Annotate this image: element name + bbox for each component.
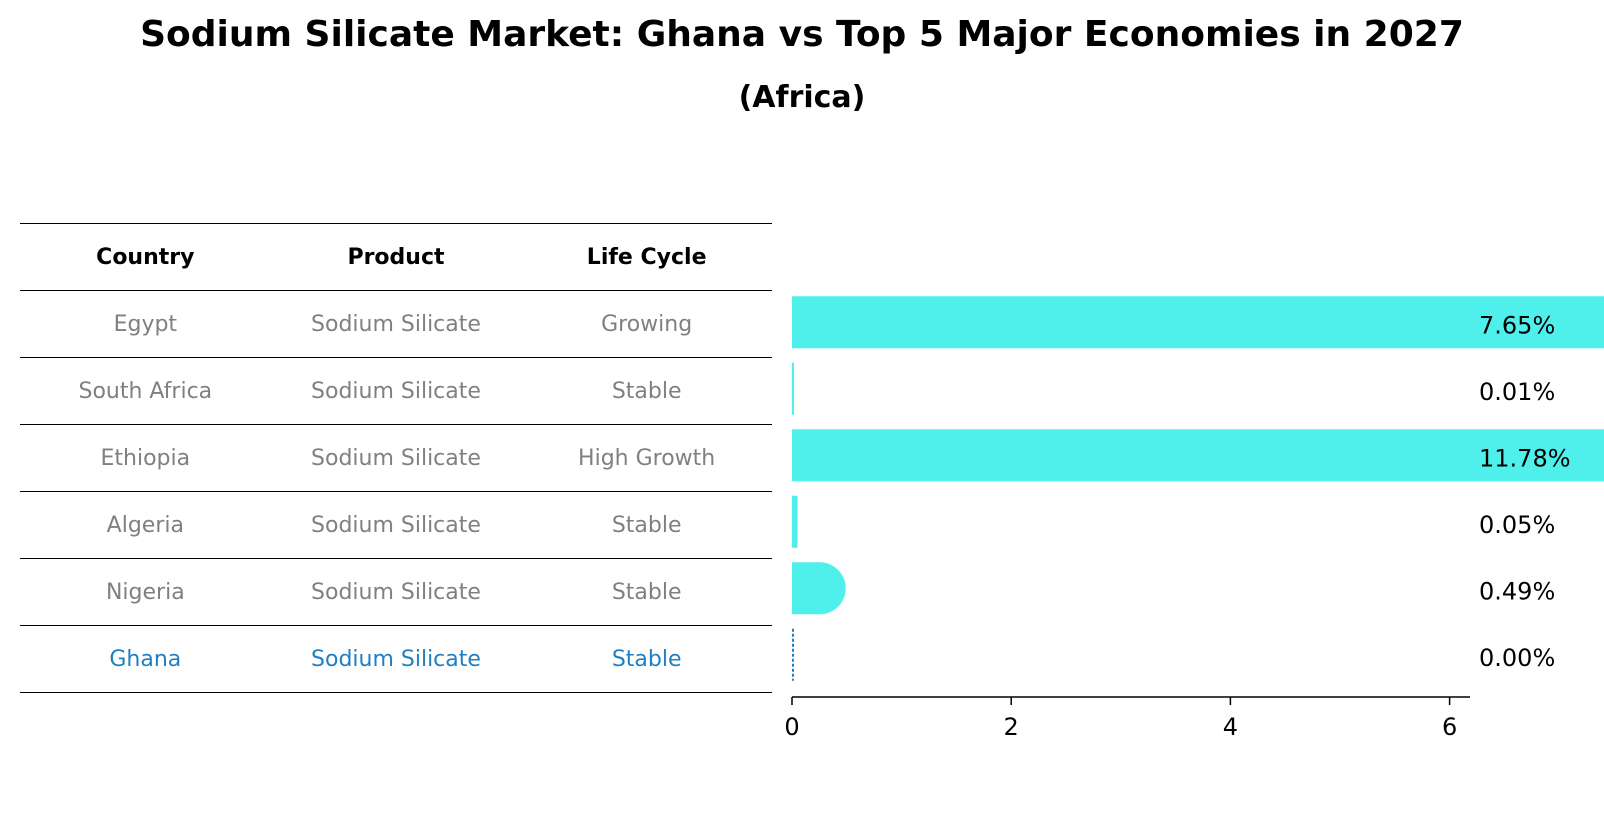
cell-life-cycle: Stable [521,491,772,559]
header-life-cycle: Life Cycle [521,223,772,291]
cell-life-cycle: Stable [521,558,772,626]
bar-south-africa [792,362,794,415]
x-tick-label: 2 [1004,713,1019,741]
cell-life-cycle: Stable [521,625,772,693]
table-row: South Africa Sodium Silicate Stable [20,357,772,425]
cell-country: South Africa [20,357,271,425]
table-row: Egypt Sodium Silicate Growing [20,290,772,358]
bar-nigeria [792,562,846,615]
cell-country: Algeria [20,491,271,559]
cell-life-cycle: Growing [521,290,772,358]
data-label-algeria: 0.05% [1479,511,1555,539]
x-tick-label: 0 [784,713,799,741]
cell-product: Sodium Silicate [270,625,522,693]
cell-product: Sodium Silicate [270,424,522,492]
header-product: Product [270,223,522,291]
cell-life-cycle: High Growth [521,424,772,492]
data-label-nigeria: 0.49% [1479,577,1555,605]
bar-egypt [792,296,1604,349]
cell-product: Sodium Silicate [270,357,522,425]
data-label-ghana: 0.00% [1479,644,1555,672]
table-header-row: Country Product Life Cycle [20,223,772,291]
table-row: Ethiopia Sodium Silicate High Growth [20,424,772,492]
cell-life-cycle: Stable [521,357,772,425]
cell-country: Nigeria [20,558,271,626]
header-country: Country [20,223,271,291]
cell-product: Sodium Silicate [270,558,522,626]
chart-title: Sodium Silicate Market: Ghana vs Top 5 M… [140,14,1464,55]
data-label-ethiopia: 11.78% [1479,444,1571,472]
cell-country: Ghana [20,625,271,693]
x-tick-label: 6 [1442,713,1457,741]
market-table: Country Product Life Cycle Egypt Sodium … [20,223,772,693]
cell-country: Egypt [20,290,271,358]
cell-country: Ethiopia [20,424,271,492]
bar-ethiopia [792,429,1604,482]
table-row: Algeria Sodium Silicate Stable [20,491,772,559]
data-label-egypt: 7.65% [1479,311,1555,339]
table-row: Nigeria Sodium Silicate Stable [20,558,772,626]
bar-algeria [792,495,798,548]
table-row-highlight: Ghana Sodium Silicate Stable [20,625,772,693]
x-tick-label: 4 [1223,713,1238,741]
chart-subtitle: (Africa) [738,80,866,115]
cell-product: Sodium Silicate [270,491,522,559]
data-label-south-africa: 0.01% [1479,378,1555,406]
cell-product: Sodium Silicate [270,290,522,358]
market-table-container: Country Product Life Cycle Egypt Sodium … [20,223,772,693]
